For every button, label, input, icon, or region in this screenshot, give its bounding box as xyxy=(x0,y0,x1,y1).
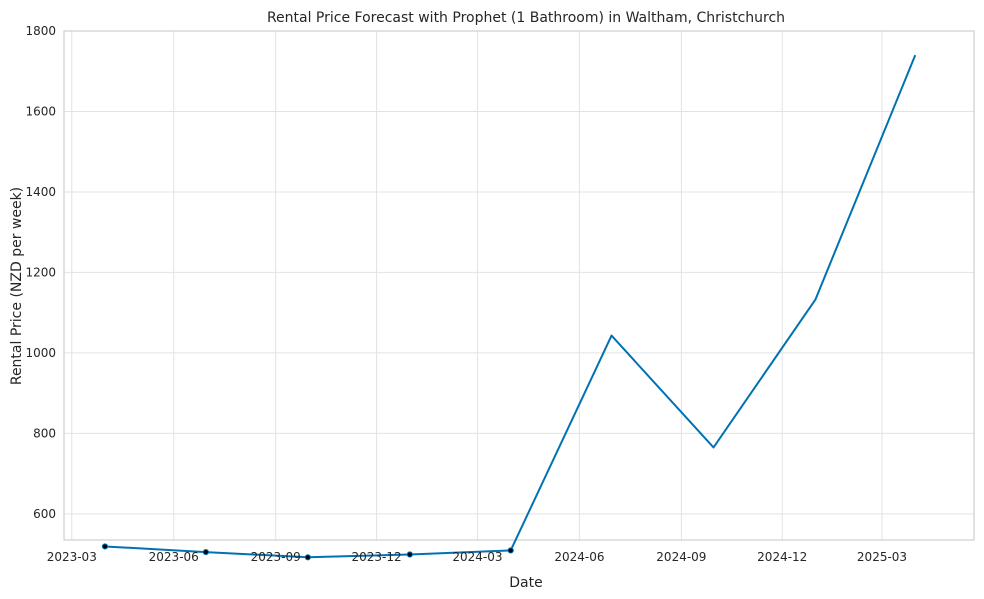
x-tick-label: 2024-09 xyxy=(656,550,706,564)
observed-point xyxy=(101,543,109,550)
x-gridlines xyxy=(71,31,883,540)
y-tick-label: 800 xyxy=(33,426,56,440)
observed-point xyxy=(202,548,209,556)
observed-point xyxy=(304,554,311,561)
x-tick-label: 2023-03 xyxy=(47,550,97,564)
x-tick-label: 2023-09 xyxy=(251,550,301,564)
plot-background xyxy=(64,31,974,540)
y-axis-label: Rental Price (NZD per week) xyxy=(9,187,25,385)
y-tick-label: 1000 xyxy=(25,346,56,360)
y-tick-label: 1400 xyxy=(25,185,56,199)
x-tick-label: 2025-03 xyxy=(857,550,907,564)
chart-title: Rental Price Forecast with Prophet (1 Ba… xyxy=(267,10,785,26)
x-tick-label: 2024-03 xyxy=(452,550,502,564)
x-tick-label: 2024-06 xyxy=(554,550,604,564)
plot-frame xyxy=(63,30,975,541)
y-tick-label: 1800 xyxy=(25,24,56,38)
y-tick-label: 600 xyxy=(33,507,56,521)
y-tick-label: 1200 xyxy=(25,265,56,279)
observed-point xyxy=(507,547,514,554)
x-tick-label: 2023-06 xyxy=(149,550,199,564)
x-tick-labels: 2023-03 2023-06 2023-09 2023-12 2024-03 2024-… xyxy=(47,550,907,564)
x-axis-label: Date xyxy=(509,575,542,591)
observed-point xyxy=(406,551,413,558)
y-tick-labels: 600 800 1000 1200 1400 1600 1800 xyxy=(25,24,56,521)
x-tick-label: 2023-12 xyxy=(351,550,401,564)
observed-points xyxy=(101,543,514,561)
y-tick-label: 1600 xyxy=(25,104,56,118)
x-tick-label: 2024-12 xyxy=(757,550,807,564)
